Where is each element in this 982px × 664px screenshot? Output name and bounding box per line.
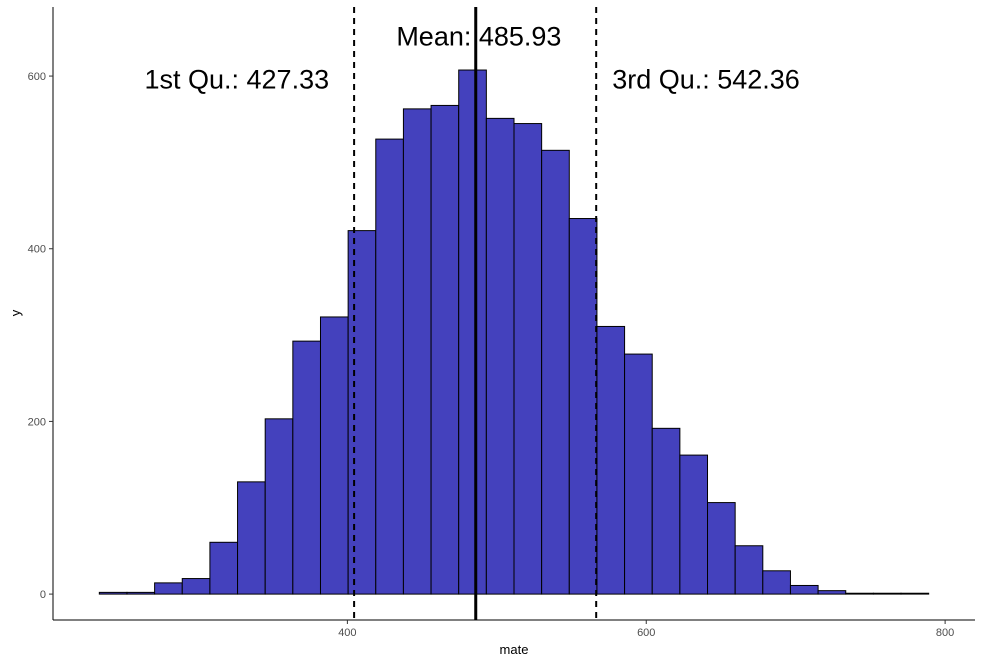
- reference-lines: [353, 7, 598, 620]
- axes: 0 200 400 600 400 600 800 mate y: [8, 7, 975, 657]
- histogram-bar-28: [872, 592, 902, 595]
- histogram-bars: [98, 69, 930, 595]
- histogram-bar-24: [762, 570, 791, 595]
- histogram-bar-21: [679, 454, 709, 595]
- x-axis-title: mate: [500, 642, 529, 657]
- histogram-bar-0: [98, 591, 128, 595]
- histogram-bar-5: [237, 481, 266, 595]
- x-tick-label: 800: [936, 627, 954, 639]
- histogram-bar-7: [292, 340, 321, 595]
- histogram-bar-11: [402, 108, 432, 595]
- annotations: 1st Qu.: 427.33 Mean: 485.93 3rd Qu.: 54…: [144, 21, 799, 94]
- histogram-bar-13: [458, 69, 487, 595]
- histogram-bar-14: [485, 117, 515, 595]
- y-tick-label: 0: [40, 589, 46, 601]
- x-axis-ticks: 400 600 800: [338, 620, 954, 639]
- histogram-bar-20: [651, 427, 681, 595]
- q1-annotation: 1st Qu.: 427.33: [144, 65, 329, 95]
- y-tick-label: 200: [28, 416, 46, 428]
- histogram-bar-10: [375, 138, 404, 595]
- histogram-bar-29: [900, 592, 930, 595]
- histogram-bar-6: [264, 418, 294, 595]
- histogram-bar-17: [568, 218, 598, 595]
- q3-annotation: 3rd Qu.: 542.36: [612, 65, 800, 95]
- histogram-bar-27: [845, 592, 874, 595]
- histogram-bar-8: [319, 316, 349, 595]
- mean-annotation: Mean: 485.93: [396, 21, 561, 51]
- histogram-bar-22: [707, 502, 736, 595]
- histogram-bar-25: [789, 584, 819, 595]
- y-tick-label: 600: [28, 71, 46, 83]
- x-tick-label: 400: [338, 627, 356, 639]
- histogram-bar-4: [209, 541, 239, 595]
- histogram-bar-1: [126, 591, 156, 595]
- y-tick-label: 400: [28, 244, 46, 256]
- histogram-bar-3: [181, 578, 211, 595]
- y-axis-ticks: 0 200 400 600: [28, 71, 53, 601]
- x-tick-label: 600: [637, 627, 655, 639]
- histogram-bar-16: [541, 149, 570, 595]
- histogram-bar-19: [624, 353, 653, 595]
- histogram-bar-15: [513, 123, 543, 595]
- histogram-bar-9: [347, 230, 377, 595]
- y-axis-title: y: [8, 309, 23, 316]
- histogram-bar-18: [596, 325, 626, 595]
- histogram-bar-2: [154, 582, 183, 595]
- histogram-bar-23: [734, 545, 764, 595]
- histogram-bar-26: [817, 590, 847, 595]
- histogram-bar-12: [430, 104, 460, 595]
